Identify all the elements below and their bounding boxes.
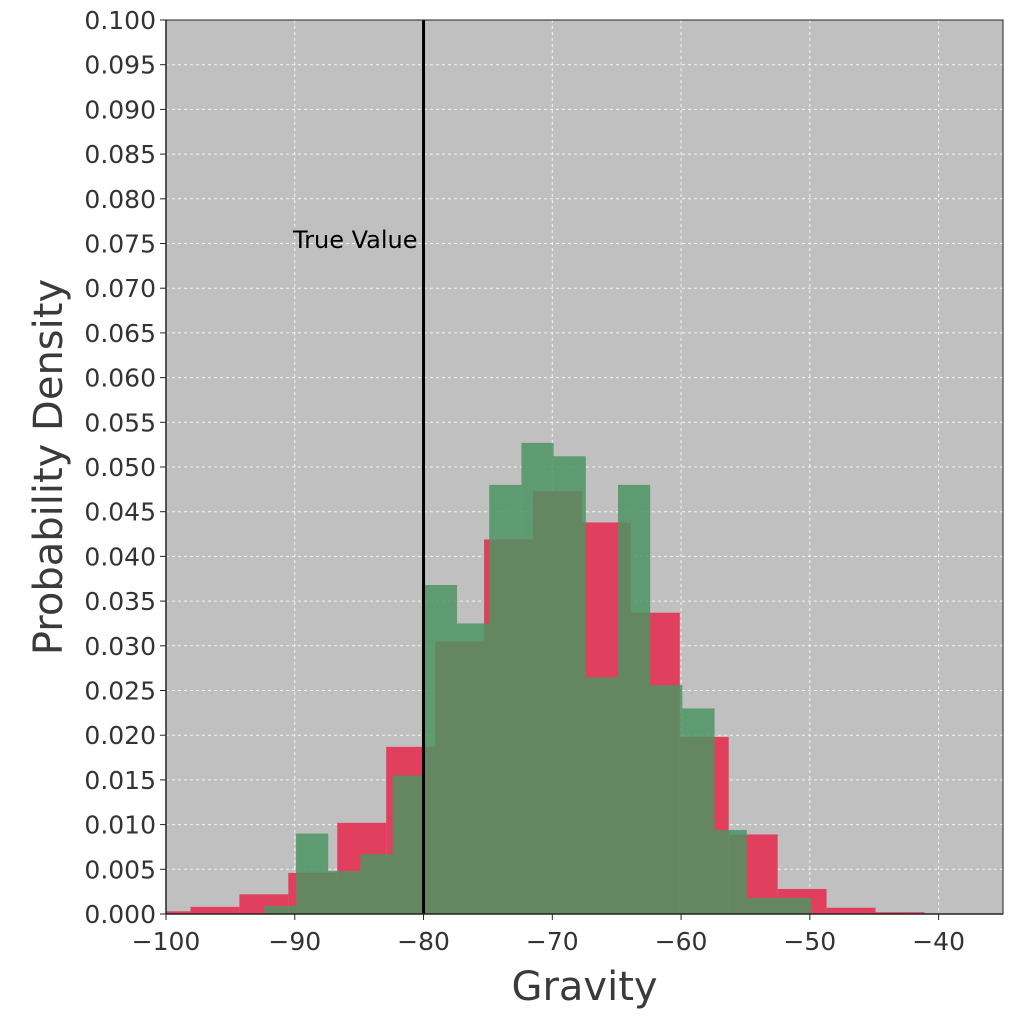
- x-tick-label: −90: [268, 927, 321, 956]
- histogram-bar: [263, 905, 297, 914]
- y-tick-label: 0.060: [84, 364, 156, 393]
- histogram-bar: [190, 906, 240, 914]
- histogram-bar: [617, 484, 651, 914]
- y-tick-label: 0.015: [84, 766, 156, 795]
- y-tick-label: 0.020: [84, 721, 156, 750]
- histogram-bar: [650, 685, 683, 914]
- histogram-bar: [296, 833, 329, 914]
- histogram-bar: [746, 897, 779, 914]
- grid-lines: [166, 20, 1003, 914]
- y-tick-label: 0.065: [84, 319, 156, 348]
- histogram-bar: [360, 854, 393, 914]
- y-tick-label: 0.080: [84, 185, 156, 214]
- histogram-bar: [392, 775, 425, 914]
- series-2: [263, 442, 812, 914]
- y-tick-label: 0.010: [84, 811, 156, 840]
- y-tick-label: 0.090: [84, 95, 156, 124]
- true-value-label: True Value: [292, 226, 418, 254]
- y-tick-label: 0.030: [84, 632, 156, 661]
- y-axis-label: Probability Density: [26, 279, 72, 655]
- y-tick-label: 0.000: [84, 900, 156, 929]
- y-tick-label: 0.075: [84, 230, 156, 259]
- histogram-bars: [166, 442, 925, 914]
- y-tick-label: 0.035: [84, 587, 156, 616]
- x-axis-label: Gravity: [511, 964, 657, 1010]
- x-tick-label: −100: [132, 927, 201, 956]
- axes: −100 −90 −80 −70 −60 −50 −40 0.000 0.005 0.010 0.0…: [84, 6, 1003, 956]
- histogram-bar: [489, 484, 522, 914]
- x-tick-label: −50: [783, 927, 836, 956]
- y-tick-label: 0.085: [84, 140, 156, 169]
- histogram-bar: [424, 585, 458, 914]
- y-tick-label: 0.040: [84, 542, 156, 571]
- histogram-bar: [553, 456, 586, 914]
- histogram-bar: [875, 912, 925, 914]
- histogram-bar: [714, 829, 747, 914]
- histogram-bar: [166, 911, 191, 914]
- histogram-bar: [521, 442, 554, 914]
- histogram-bar: [328, 871, 361, 914]
- y-tick-label: 0.005: [84, 855, 156, 884]
- y-tick-label: 0.100: [84, 6, 156, 35]
- x-tick-label: −70: [526, 927, 579, 956]
- y-tick-label: 0.055: [84, 408, 156, 437]
- x-tick-label: −40: [912, 927, 965, 956]
- y-tick-label: 0.070: [84, 274, 156, 303]
- histogram-bar: [457, 623, 490, 914]
- histogram-bar: [826, 907, 876, 914]
- y-tick-label: 0.095: [84, 51, 156, 80]
- histogram-bar: [778, 897, 812, 914]
- x-tick-label: −80: [397, 927, 450, 956]
- x-tick-label: −60: [655, 927, 708, 956]
- y-tick-label: 0.045: [84, 498, 156, 527]
- histogram-bar: [585, 677, 618, 914]
- histogram-bar: [682, 708, 715, 914]
- y-tick-label: 0.050: [84, 453, 156, 482]
- y-tick-label: 0.025: [84, 677, 156, 706]
